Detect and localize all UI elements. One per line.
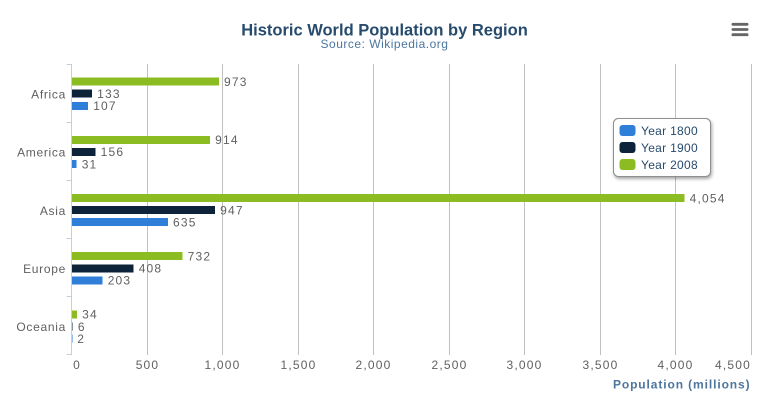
svg-text:4,054: 4,054: [690, 191, 726, 205]
svg-text:4,500: 4,500: [715, 358, 751, 372]
svg-text:Europe: Europe: [23, 262, 66, 276]
svg-text:973: 973: [224, 75, 248, 89]
svg-text:947: 947: [220, 203, 244, 217]
svg-text:34: 34: [82, 308, 98, 322]
svg-text:914: 914: [215, 133, 239, 147]
svg-text:4,000: 4,000: [657, 358, 693, 372]
svg-text:Historic World Population by R: Historic World Population by Region: [241, 22, 528, 40]
svg-text:Asia: Asia: [40, 204, 66, 218]
svg-text:635: 635: [173, 216, 197, 230]
svg-text:500: 500: [136, 358, 160, 372]
svg-text:Population (millions): Population (millions): [613, 378, 751, 392]
svg-text:1,000: 1,000: [204, 358, 240, 372]
svg-text:Source: Wikipedia.org: Source: Wikipedia.org: [321, 37, 449, 51]
svg-text:Year 1800: Year 1800: [641, 124, 698, 138]
svg-text:2: 2: [77, 332, 85, 346]
svg-text:Africa: Africa: [31, 87, 66, 101]
svg-text:31: 31: [82, 157, 98, 171]
svg-text:732: 732: [188, 250, 212, 264]
svg-text:3,500: 3,500: [582, 358, 618, 372]
svg-text:Year 2008: Year 2008: [641, 158, 698, 172]
svg-text:2,500: 2,500: [431, 358, 467, 372]
svg-text:3,000: 3,000: [506, 358, 542, 372]
svg-text:133: 133: [97, 87, 121, 101]
svg-text:Year 1900: Year 1900: [641, 141, 698, 155]
svg-text:408: 408: [139, 262, 163, 276]
svg-text:America: America: [17, 146, 66, 160]
svg-text:1,500: 1,500: [280, 358, 316, 372]
svg-text:203: 203: [108, 274, 132, 288]
svg-text:2,000: 2,000: [355, 358, 391, 372]
svg-text:6: 6: [78, 320, 86, 334]
svg-text:107: 107: [93, 99, 117, 113]
svg-text:156: 156: [101, 145, 125, 159]
svg-text:0: 0: [73, 358, 81, 372]
svg-text:Oceania: Oceania: [16, 320, 66, 334]
